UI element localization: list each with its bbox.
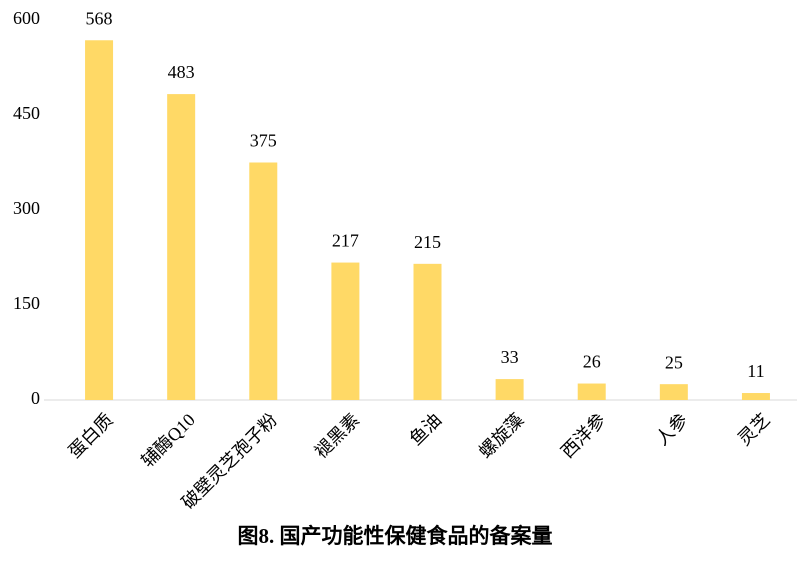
value-label: 33 — [501, 347, 519, 367]
bar — [85, 40, 114, 401]
x-tick-label: 螺旋藻 — [475, 410, 527, 462]
value-label: 215 — [414, 232, 441, 252]
value-label: 25 — [665, 352, 683, 372]
value-label: 483 — [168, 62, 195, 82]
value-label: 217 — [332, 231, 359, 251]
x-tick-label: 蛋白质 — [64, 410, 116, 462]
bar — [577, 383, 606, 400]
x-tick-label: 褪黑素 — [311, 410, 363, 462]
x-tick-label: 人参 — [652, 410, 692, 450]
x-tick-label: 辅酶Q10 — [137, 410, 199, 472]
y-tick-label: 450 — [13, 103, 40, 123]
bar — [495, 379, 524, 400]
value-label: 375 — [250, 131, 277, 151]
x-tick-label: 灵芝 — [734, 410, 774, 450]
y-tick-label: 150 — [13, 293, 40, 313]
value-label: 568 — [86, 8, 113, 28]
bar — [331, 262, 360, 400]
x-tick-label: 西洋参 — [557, 410, 609, 462]
y-tick-label: 300 — [13, 198, 40, 218]
y-tick-label: 0 — [31, 388, 40, 408]
value-label: 11 — [747, 361, 764, 381]
x-tick-label: 鱼油 — [406, 410, 446, 450]
bar — [249, 162, 278, 400]
bar — [167, 94, 196, 400]
chart-title: 图8. 国产功能性保健食品的备案量 — [238, 524, 553, 548]
bar — [413, 263, 442, 400]
bar — [741, 393, 770, 400]
value-label: 26 — [583, 352, 601, 372]
y-tick-label: 600 — [13, 8, 40, 28]
bar — [659, 384, 688, 400]
